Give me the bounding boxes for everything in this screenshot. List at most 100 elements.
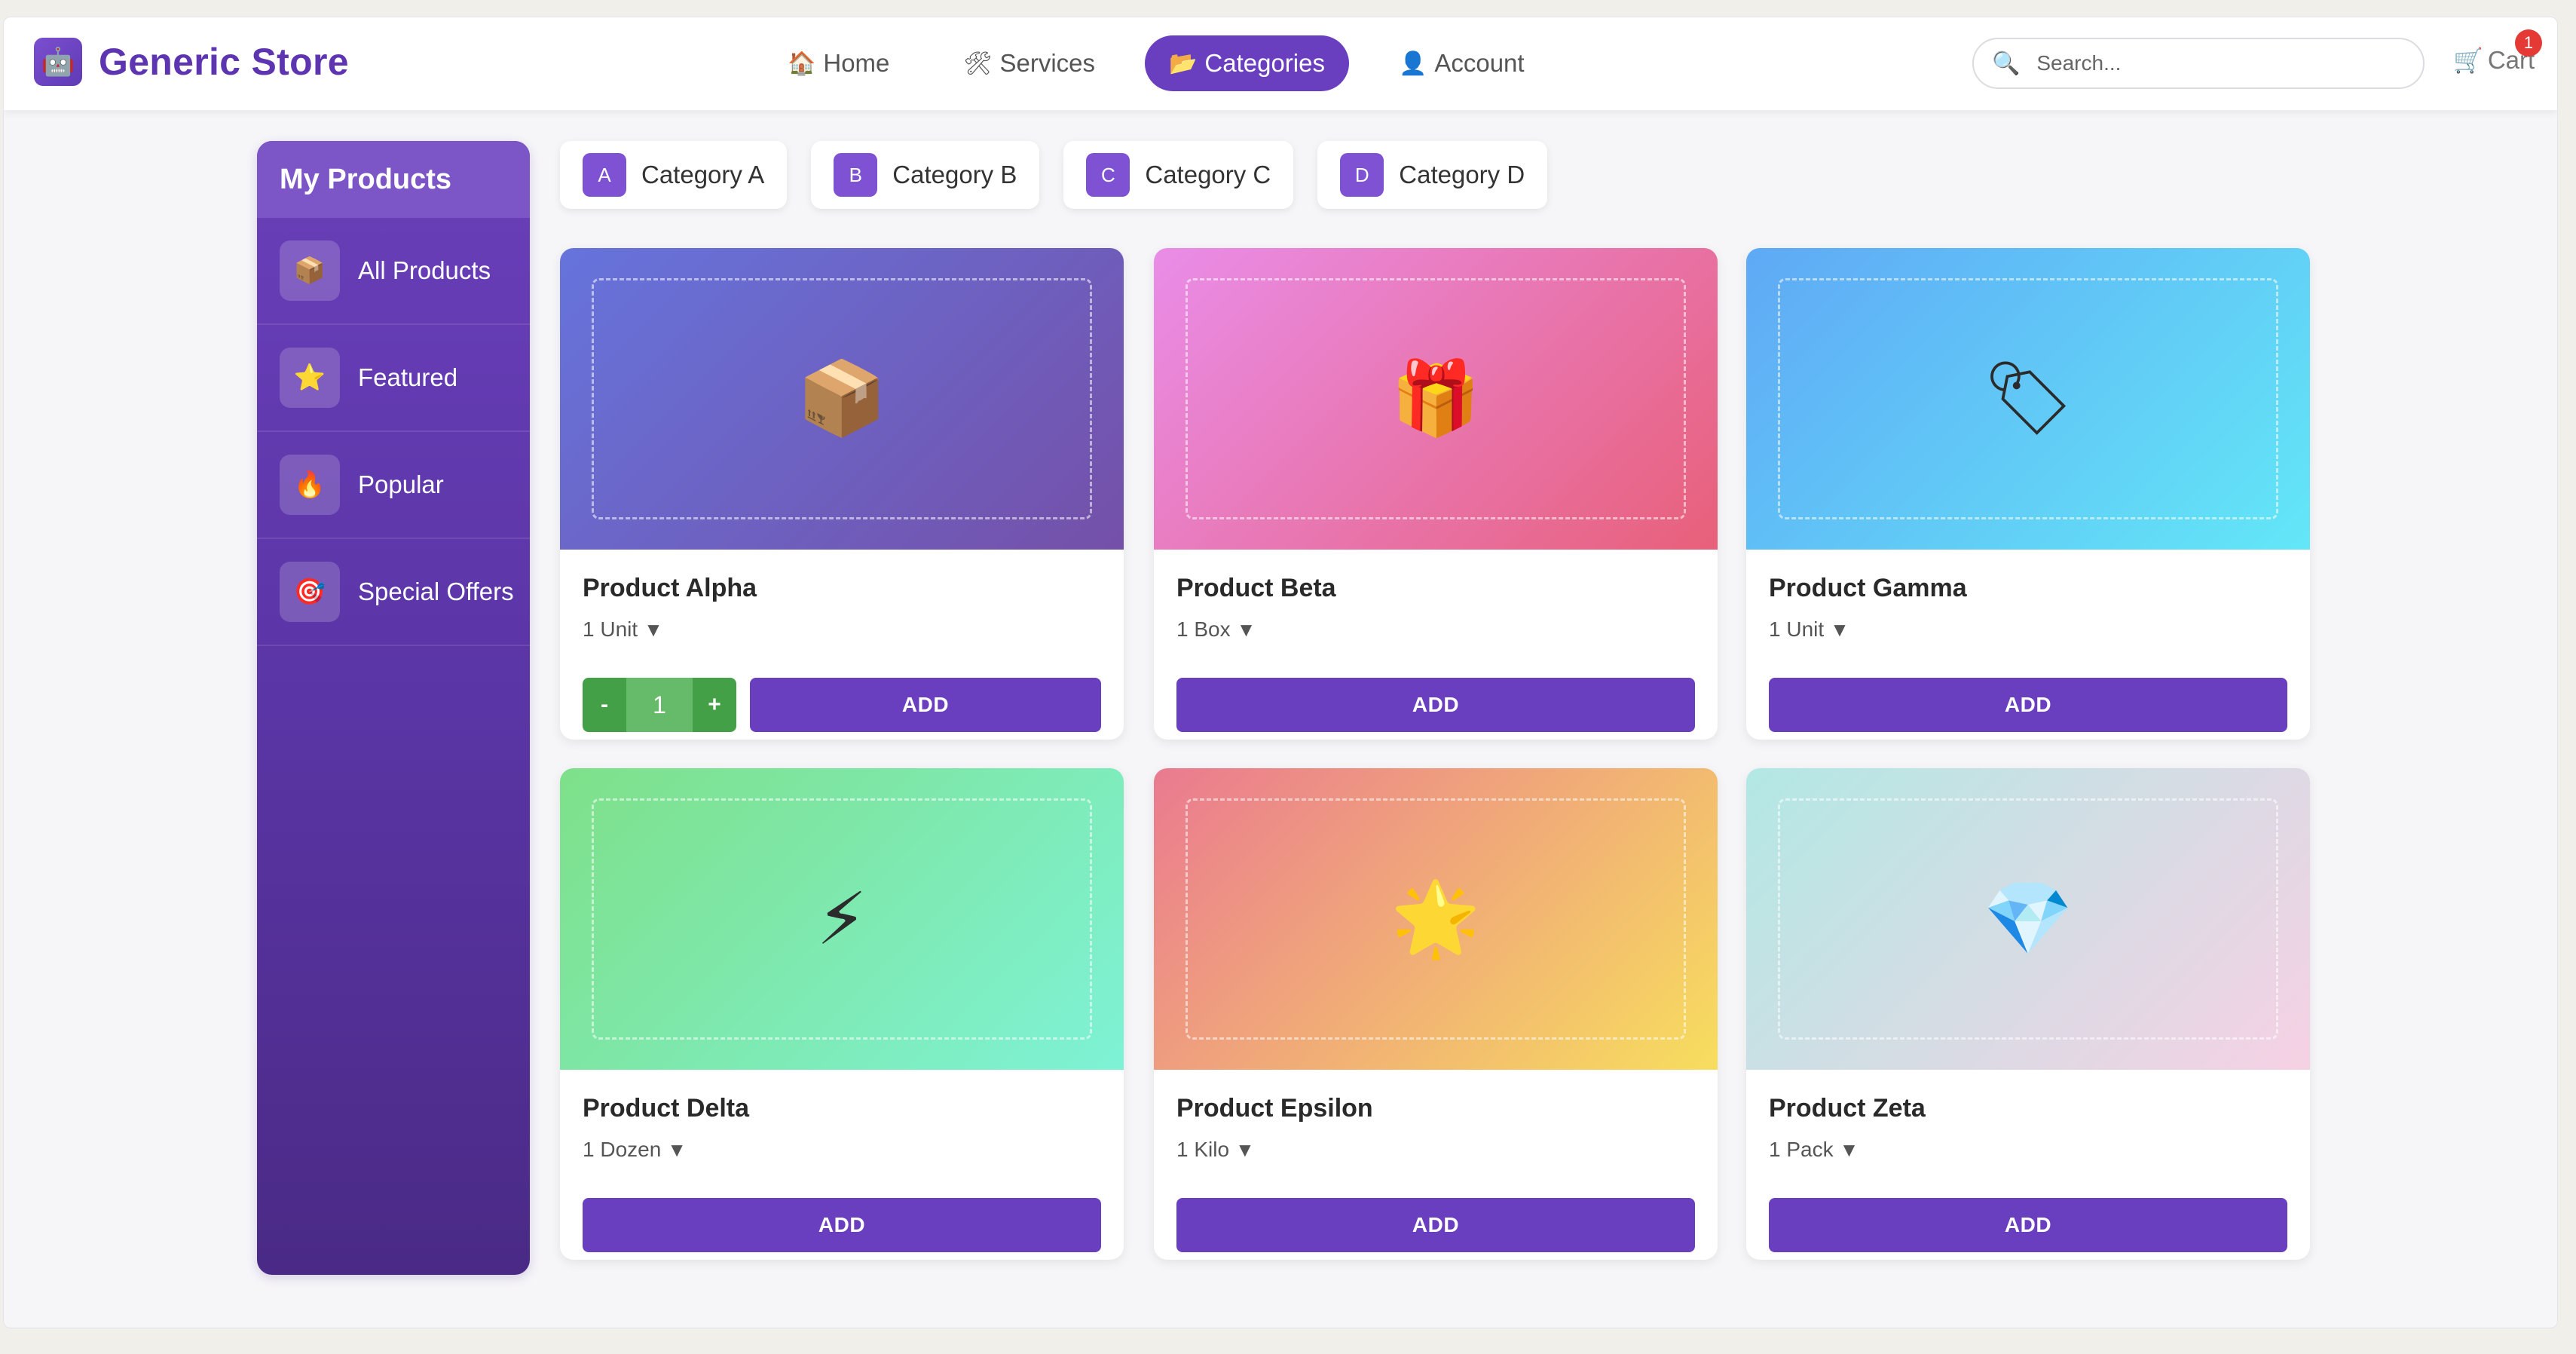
- sidebar: My Products 📦 All Products ⭐ Featured 🔥 …: [257, 141, 530, 1275]
- product-image[interactable]: 🌟: [1154, 768, 1718, 1070]
- nav-categories[interactable]: 📂 Categories: [1145, 35, 1349, 91]
- sidebar-item-label: Popular: [358, 470, 444, 498]
- caret-down-icon: ▼: [1830, 618, 1849, 641]
- unit-label: 1 Dozen: [583, 1138, 662, 1161]
- quantity-value: 1: [626, 678, 693, 732]
- product-card-beta: 🎁 Product Beta 1 Box ▼ ADD: [1154, 248, 1718, 740]
- image-frame: [1778, 798, 2278, 1040]
- cart-count-badge: 1: [2515, 29, 2542, 57]
- sidebar-title: My Products: [257, 141, 530, 218]
- caret-down-icon: ▼: [1839, 1138, 1859, 1161]
- product-card-alpha: 📦 Product Alpha 1 Unit ▼ - 1 + ADD: [560, 248, 1124, 740]
- unit-selector[interactable]: 1 Box ▼: [1176, 617, 1256, 642]
- target-icon: 🎯: [280, 562, 340, 622]
- lightning-icon: ⚡: [816, 879, 867, 960]
- product-name: Product Beta: [1176, 574, 1336, 602]
- robot-icon: 🤖: [34, 38, 82, 86]
- add-button[interactable]: ADD: [750, 678, 1101, 732]
- box-icon: 📦: [797, 358, 887, 439]
- cart-icon: 🛒: [2453, 47, 2483, 74]
- star-icon: ⭐: [280, 348, 340, 408]
- unit-label: 1 Unit: [583, 617, 638, 641]
- category-badge: C: [1086, 153, 1130, 197]
- category-tab-d[interactable]: D Category D: [1317, 141, 1548, 209]
- category-tab-b[interactable]: B Category B: [811, 141, 1040, 209]
- sidebar-item-all-products[interactable]: 📦 All Products: [257, 218, 530, 325]
- top-header: 🤖 Generic Store 🏠 Home 🛠 Services 📂 Cate…: [4, 17, 2557, 111]
- home-icon: 🏠: [788, 51, 816, 76]
- caret-down-icon: ▼: [1236, 618, 1256, 641]
- category-badge: B: [834, 153, 878, 197]
- cart-button[interactable]: 🛒 Cart 1: [2453, 29, 2542, 75]
- sidebar-item-featured[interactable]: ⭐ Featured: [257, 325, 530, 432]
- user-icon: 👤: [1398, 51, 1427, 76]
- image-frame: [1186, 798, 1686, 1040]
- product-name: Product Gamma: [1769, 574, 1967, 602]
- increment-button[interactable]: +: [693, 678, 736, 732]
- product-card-zeta: 💎 Product Zeta 1 Pack ▼ ADD: [1746, 768, 2310, 1260]
- product-card-epsilon: 🌟 Product Epsilon 1 Kilo ▼ ADD: [1154, 768, 1718, 1260]
- unit-selector[interactable]: 1 Unit ▼: [583, 617, 663, 642]
- product-image[interactable]: 🎁: [1154, 248, 1718, 550]
- product-image[interactable]: 🏷: [1746, 248, 2310, 550]
- unit-label: 1 Pack: [1769, 1138, 1834, 1161]
- product-card-delta: ⚡ Product Delta 1 Dozen ▼ ADD: [560, 768, 1124, 1260]
- add-button[interactable]: ADD: [1769, 678, 2287, 732]
- box-icon: 📦: [280, 240, 340, 301]
- add-button[interactable]: ADD: [1769, 1198, 2287, 1252]
- add-button[interactable]: ADD: [1176, 1198, 1695, 1252]
- category-label: Category C: [1145, 161, 1271, 188]
- image-frame: [1778, 278, 2278, 519]
- category-label: Category A: [641, 161, 765, 188]
- category-tab-c[interactable]: C Category C: [1063, 141, 1294, 209]
- tag-icon: 🏷: [1982, 358, 2074, 439]
- category-tab-a[interactable]: A Category A: [560, 141, 788, 209]
- unit-label: 1 Kilo: [1176, 1138, 1230, 1161]
- unit-label: 1 Unit: [1769, 617, 1825, 641]
- nav-home[interactable]: 🏠 Home: [763, 35, 913, 91]
- caret-down-icon: ▼: [667, 1138, 687, 1161]
- decrement-button[interactable]: -: [583, 678, 626, 732]
- product-name: Product Alpha: [583, 574, 757, 602]
- nav-label: Categories: [1204, 49, 1325, 77]
- nav-label: Home: [823, 49, 890, 77]
- category-label: Category B: [892, 161, 1017, 188]
- gift-icon: 🎁: [1390, 358, 1481, 439]
- caret-down-icon: ▼: [1235, 1138, 1255, 1161]
- sidebar-item-label: Featured: [358, 363, 458, 391]
- unit-selector[interactable]: 1 Pack ▼: [1769, 1138, 1859, 1162]
- nav-label: Services: [999, 49, 1096, 77]
- tools-icon: 🛠: [963, 51, 993, 76]
- product-card-gamma: 🏷 Product Gamma 1 Unit ▼ ADD: [1746, 248, 2310, 740]
- product-image[interactable]: 💎: [1746, 768, 2310, 1070]
- search-box: 🔍: [1972, 38, 2425, 89]
- folder-icon: 📂: [1169, 51, 1198, 76]
- image-frame: [1186, 278, 1686, 519]
- caret-down-icon: ▼: [644, 618, 663, 641]
- nav-services[interactable]: 🛠 Services: [939, 35, 1119, 91]
- product-image[interactable]: 📦: [560, 248, 1124, 550]
- unit-selector[interactable]: 1 Kilo ▼: [1176, 1138, 1255, 1162]
- add-button[interactable]: ADD: [1176, 678, 1695, 732]
- brand-name: Generic Store: [99, 41, 349, 83]
- search-input[interactable]: [2036, 51, 2399, 75]
- nav-label: Account: [1434, 49, 1525, 77]
- category-badge: D: [1340, 153, 1384, 197]
- add-button[interactable]: ADD: [583, 1198, 1101, 1252]
- category-tabs: A Category A B Category B C Category C D…: [560, 141, 1571, 209]
- search-icon: 🔍: [1992, 51, 2021, 76]
- unit-selector[interactable]: 1 Unit ▼: [1769, 617, 1849, 642]
- sidebar-item-popular[interactable]: 🔥 Popular: [257, 432, 530, 539]
- app-window: 🤖 Generic Store 🏠 Home 🛠 Services 📂 Cate…: [3, 17, 2558, 1328]
- sidebar-item-special-offers[interactable]: 🎯 Special Offers: [257, 539, 530, 646]
- product-image[interactable]: ⚡: [560, 768, 1124, 1070]
- unit-label: 1 Box: [1176, 617, 1231, 641]
- unit-selector[interactable]: 1 Dozen ▼: [583, 1138, 687, 1162]
- brand[interactable]: 🤖 Generic Store: [34, 38, 349, 86]
- star-icon: 🌟: [1390, 878, 1481, 959]
- nav-account[interactable]: 👤 Account: [1375, 35, 1549, 91]
- quantity-stepper: - 1 +: [583, 678, 736, 732]
- category-badge: A: [583, 153, 626, 197]
- category-label: Category D: [1399, 161, 1525, 188]
- fire-icon: 🔥: [280, 455, 340, 515]
